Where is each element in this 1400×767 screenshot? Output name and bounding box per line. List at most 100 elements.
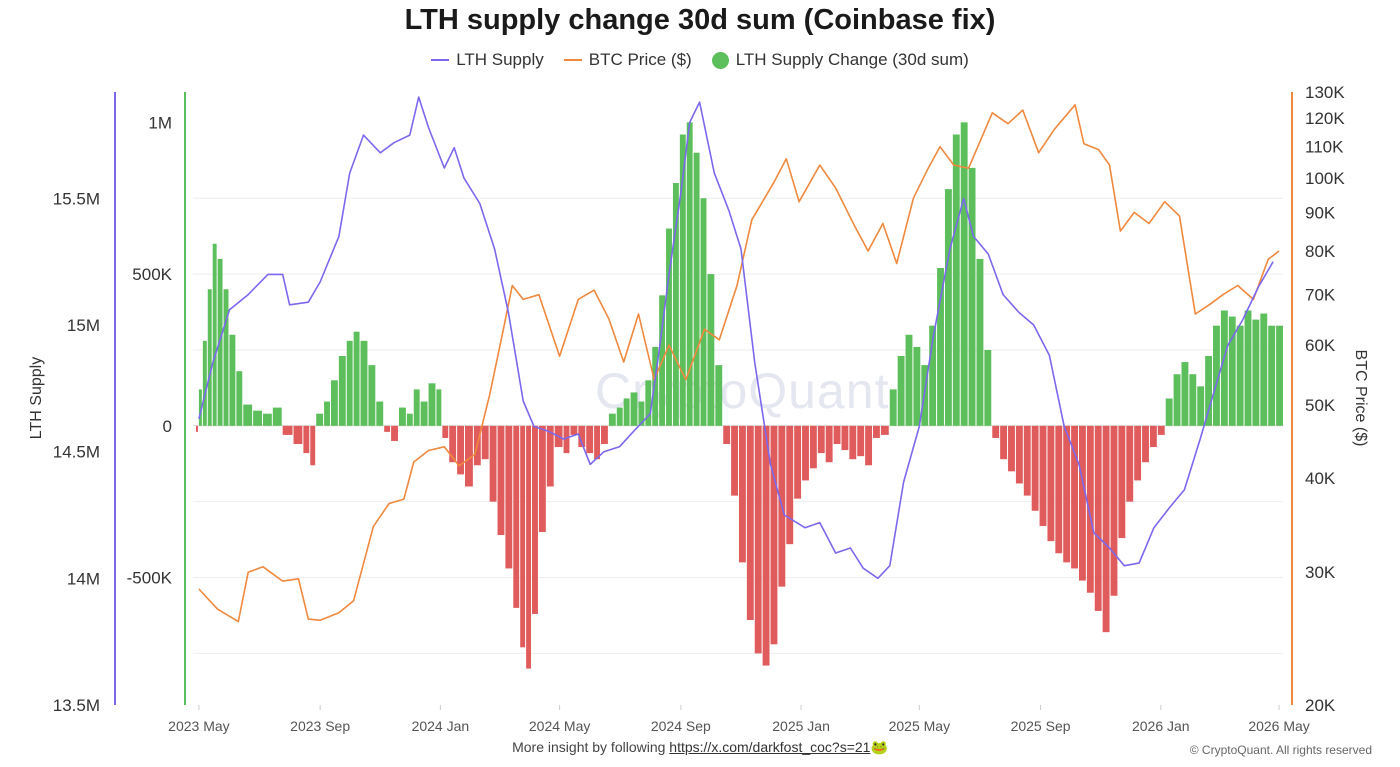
change-bar [489,425,497,502]
change-bar [608,413,616,426]
change-bar [262,413,272,426]
change-bar [802,425,809,481]
change-bar [413,389,420,426]
x-tick-label: 2025 Jan [772,718,830,734]
btc-price-tick-label: 80K [1305,242,1336,261]
change-bar [513,425,520,608]
btc-price-tick-label: 70K [1305,286,1336,305]
change-tick-label: 0 [163,417,172,436]
change-bar [1015,425,1023,484]
change-bar [428,383,436,426]
change-bar [992,425,1000,438]
btc-price-tick-label: 40K [1305,469,1336,488]
change-bar [1236,325,1244,426]
change-tick-label: 500K [132,265,172,284]
change-bar [538,425,546,533]
change-bar [346,340,353,426]
btc-price-tick-label: 110K [1305,138,1344,157]
btc-price-tick-label: 120K [1305,109,1345,128]
change-bar [481,425,489,460]
change-bar [1094,425,1102,611]
change-bar [601,425,608,445]
btc-price-tick-label: 100K [1305,169,1345,188]
lth-supply-axis-label: LTH Supply [28,357,45,439]
change-bar [578,425,586,448]
change-bar [794,425,802,499]
change-bar [889,389,897,426]
change-bar [236,371,243,426]
change-bar [1276,325,1283,426]
change-bar [563,425,570,454]
change-bar [398,407,406,426]
change-bar [1126,425,1134,502]
change-bar [497,425,505,536]
change-bar [817,425,825,454]
legend-item-btc-price[interactable]: BTC Price ($) [563,50,692,70]
x-tick-label: 2024 Jan [412,718,470,734]
change-bar [984,349,992,426]
chart-legend: LTH Supply BTC Price ($) LTH Supply Chan… [0,50,1400,70]
change-bar [272,407,282,426]
change-bar [217,258,223,426]
change-bar [1110,425,1118,596]
btc-price-tick-label: 90K [1305,203,1336,222]
change-bar [1189,374,1197,426]
change-bar [207,289,212,426]
change-bar [353,331,360,426]
lth-supply-tick-label: 15.5M [53,189,100,208]
change-bar [905,334,913,426]
change-bar [1086,425,1094,593]
change-bar [976,258,984,426]
change-bar [833,425,841,445]
change-bar [952,134,960,426]
btc-price-tick-label: 130K [1305,83,1345,102]
change-bar [1023,425,1031,496]
change-bar [913,346,921,426]
change-bar [762,425,770,666]
change-bar [229,334,236,426]
change-bar [786,425,794,545]
legend-item-lth-supply[interactable]: LTH Supply [431,50,544,70]
btc-price-tick-label: 30K [1305,563,1336,582]
change-bar [731,425,738,496]
change-bar [1157,425,1165,435]
legend-dot-icon [711,51,729,69]
change-bar [594,425,601,460]
footer-link[interactable]: https://x.com/darkfost_coc?s=21 [669,739,871,755]
change-bar [825,425,833,463]
change-bar [384,425,391,432]
change-bar [1031,425,1039,511]
change-bar [1173,374,1181,426]
change-bar [1220,310,1228,426]
change-bar [457,425,465,475]
change-bar [586,425,594,454]
change-bar [723,425,731,445]
x-tick-label: 2026 May [1248,718,1309,734]
legend-line-icon [431,59,450,61]
frog-icon: 🐸 [870,739,888,755]
lth-supply-line [198,96,1274,580]
change-bar [1197,386,1205,426]
change-bar [436,389,442,426]
change-bar [897,356,905,426]
chart-title: LTH supply change 30d sum (Coinbase fix) [404,4,996,36]
legend-item-lth-change[interactable]: LTH Supply Change (30d sum) [711,50,969,70]
change-bar [1078,425,1086,581]
change-bar [679,134,686,426]
change-bar [1118,425,1126,539]
change-bar [282,425,293,435]
change-bars [195,122,1283,669]
x-tick-label: 2024 Sep [651,718,711,734]
change-bar [707,274,715,426]
btc-price-axis-label: BTC Price ($) [1352,350,1369,447]
legend-label: BTC Price ($) [588,50,692,69]
change-bar [1142,425,1149,463]
change-bar [338,356,346,426]
change-bar [873,425,880,438]
series-lines [198,96,1280,623]
change-bar [944,189,952,426]
change-bar [570,425,578,435]
legend-line-icon [563,59,582,61]
change-bar [1039,425,1047,526]
